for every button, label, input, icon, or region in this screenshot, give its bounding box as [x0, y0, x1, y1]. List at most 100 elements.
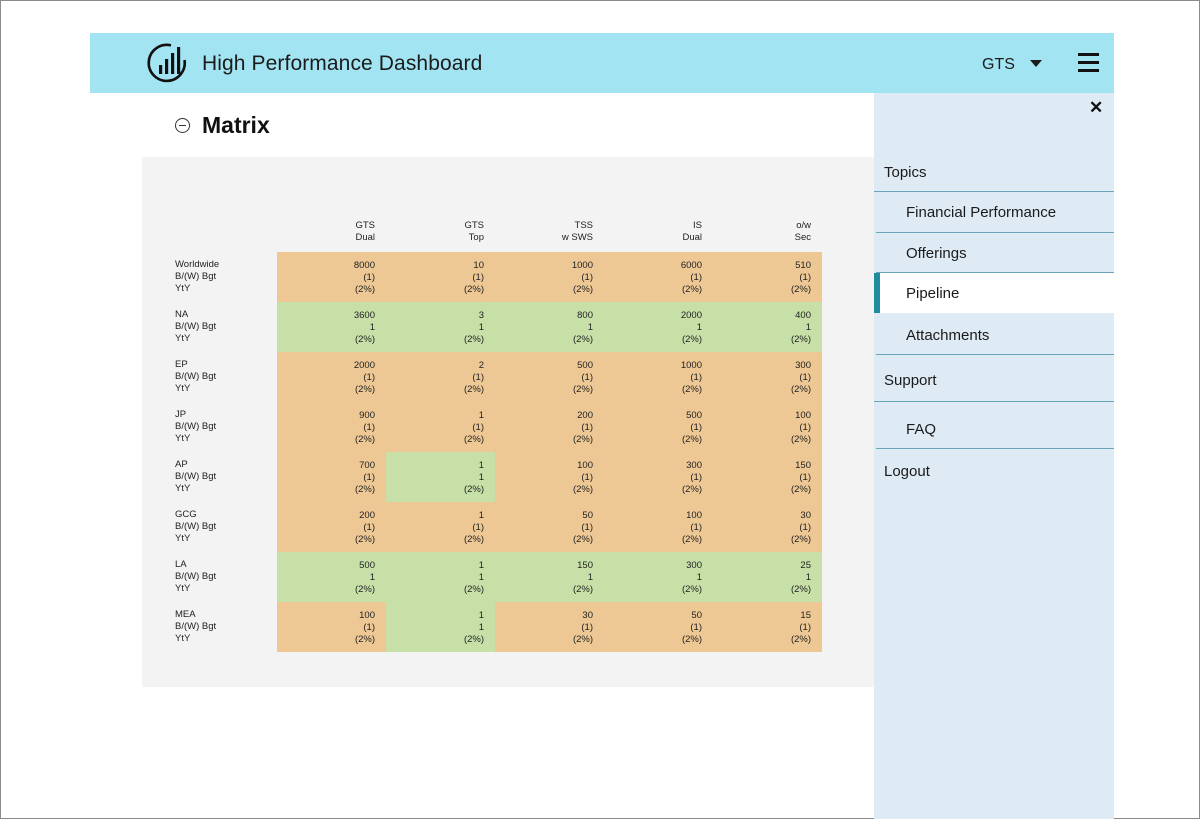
matrix-cell[interactable]: 50 (1) (2%)	[604, 602, 713, 652]
matrix-cell[interactable]: 400 1 (2%)	[713, 302, 822, 352]
nav-item-pipeline[interactable]: Pipeline	[874, 273, 1114, 313]
matrix-cell[interactable]: 25 1 (2%)	[713, 552, 822, 602]
matrix-cell[interactable]: 2 (1) (2%)	[386, 352, 495, 402]
matrix-cell[interactable]: 300 (1) (2%)	[713, 352, 822, 402]
section-title: Matrix	[202, 111, 270, 138]
matrix-cell[interactable]: 30 (1) (2%)	[713, 502, 822, 552]
matrix-cell[interactable]: 500 1 (2%)	[277, 552, 386, 602]
nav-item-topics[interactable]: Topics	[874, 162, 1114, 186]
cell-yty: (2%)	[790, 634, 811, 645]
matrix-cell[interactable]: 8000 (1) (2%)	[277, 252, 386, 302]
matrix-cell[interactable]: 200 (1) (2%)	[277, 502, 386, 552]
nav-item-financial-performance[interactable]: Financial Performance	[874, 202, 1114, 226]
caret-down-icon	[1030, 60, 1042, 67]
hamburger-menu-icon[interactable]	[1078, 53, 1100, 75]
cell-bgt: (1)	[799, 622, 811, 633]
cell-value: 900	[359, 410, 375, 421]
matrix-cell[interactable]: 50 (1) (2%)	[495, 502, 604, 552]
cell-bgt: (1)	[799, 272, 811, 283]
matrix-cell[interactable]: 1000 (1) (2%)	[604, 352, 713, 402]
matrix-cell[interactable]: 100 (1) (2%)	[495, 452, 604, 502]
cell-value: 30	[800, 510, 811, 521]
matrix-cell[interactable]: 300 1 (2%)	[604, 552, 713, 602]
cell-yty: (2%)	[572, 434, 593, 445]
cell-yty: (2%)	[572, 534, 593, 545]
matrix-cell[interactable]: 3600 1 (2%)	[277, 302, 386, 352]
nav-item-attachments[interactable]: Attachments	[874, 325, 1114, 349]
cell-bgt: (1)	[799, 472, 811, 483]
section-header: Matrix	[175, 112, 270, 138]
cell-yty: (2%)	[463, 284, 484, 295]
row-header-line: MEA	[175, 609, 196, 620]
cell-yty: (2%)	[790, 534, 811, 545]
matrix-cell[interactable]: 1 1 (2%)	[386, 452, 495, 502]
nav-item-logout[interactable]: Logout	[874, 461, 1114, 485]
cell-yty: (2%)	[572, 484, 593, 495]
cell-yty: (2%)	[572, 334, 593, 345]
row-header-line: YtY	[175, 633, 191, 644]
matrix-cell[interactable]: 500 (1) (2%)	[604, 402, 713, 452]
matrix-cell[interactable]: 200 (1) (2%)	[495, 402, 604, 452]
nav-divider	[874, 401, 1114, 402]
column-header-line: IS	[693, 220, 702, 231]
cell-value: 1	[478, 560, 484, 571]
cell-bgt: 1	[369, 322, 375, 333]
matrix-cell[interactable]: 100 (1) (2%)	[604, 502, 713, 552]
cell-bgt: (1)	[690, 472, 702, 483]
cell-bgt: (1)	[363, 272, 375, 283]
row-header-line: B/(W) Bgt	[175, 371, 217, 382]
matrix-cell[interactable]: 800 1 (2%)	[495, 302, 604, 352]
matrix-cell[interactable]: 1 (1) (2%)	[386, 502, 495, 552]
matrix-cell[interactable]: 3 1 (2%)	[386, 302, 495, 352]
nav-divider	[876, 272, 1114, 273]
matrix-cell[interactable]: 900 (1) (2%)	[277, 402, 386, 452]
cell-yty: (2%)	[463, 434, 484, 445]
matrix-cell[interactable]: 500 (1) (2%)	[495, 352, 604, 402]
column-header-line: Top	[468, 232, 484, 243]
matrix-cell[interactable]: 150 1 (2%)	[495, 552, 604, 602]
cell-bgt: (1)	[690, 272, 702, 283]
matrix-cell[interactable]: 1 1 (2%)	[386, 552, 495, 602]
matrix-cell[interactable]: 100 (1) (2%)	[277, 602, 386, 652]
matrix-cell[interactable]: 510 (1) (2%)	[713, 252, 822, 302]
cell-value: 100	[686, 510, 702, 521]
nav-divider	[876, 354, 1114, 355]
business-unit-dropdown[interactable]: GTS	[982, 56, 1052, 78]
column-header-line: Dual	[355, 232, 375, 243]
cell-yty: (2%)	[790, 284, 811, 295]
matrix-cell[interactable]: 700 (1) (2%)	[277, 452, 386, 502]
row-header: Worldwide B/(W) Bgt YtY	[175, 259, 270, 295]
nav-item-support[interactable]: Support	[874, 370, 1114, 394]
matrix-cell[interactable]: 2000 (1) (2%)	[277, 352, 386, 402]
cell-bgt: (1)	[363, 422, 375, 433]
cell-yty: (2%)	[572, 284, 593, 295]
cell-value: 200	[359, 510, 375, 521]
cell-bgt: (1)	[581, 272, 593, 283]
cell-bgt: (1)	[363, 622, 375, 633]
matrix-cell[interactable]: 1000 (1) (2%)	[495, 252, 604, 302]
cell-yty: (2%)	[681, 584, 702, 595]
cell-yty: (2%)	[572, 634, 593, 645]
cell-value: 300	[686, 460, 702, 471]
cell-value: 1	[478, 410, 484, 421]
matrix-cell[interactable]: 1 1 (2%)	[386, 602, 495, 652]
nav-item-label: FAQ	[906, 421, 937, 438]
matrix-cell[interactable]: 30 (1) (2%)	[495, 602, 604, 652]
cell-bgt: 1	[805, 322, 811, 333]
matrix-cell[interactable]: 1 (1) (2%)	[386, 402, 495, 452]
matrix-cell[interactable]: 300 (1) (2%)	[604, 452, 713, 502]
nav-item-offerings[interactable]: Offerings	[874, 243, 1114, 267]
matrix-cell[interactable]: 10 (1) (2%)	[386, 252, 495, 302]
matrix-cell[interactable]: 100 (1) (2%)	[713, 402, 822, 452]
nav-item-faq[interactable]: FAQ	[874, 419, 1114, 443]
row-header-line: GCG	[175, 509, 197, 520]
collapse-minus-icon[interactable]	[175, 117, 190, 133]
matrix-cell[interactable]: 150 (1) (2%)	[713, 452, 822, 502]
dropdown-value: GTS	[982, 56, 1015, 73]
matrix-cell[interactable]: 6000 (1) (2%)	[604, 252, 713, 302]
matrix-cell[interactable]: 2000 1 (2%)	[604, 302, 713, 352]
cell-bgt: 1	[587, 322, 593, 333]
cell-value: 300	[686, 560, 702, 571]
close-icon[interactable]: ✕	[1089, 98, 1104, 117]
matrix-cell[interactable]: 15 (1) (2%)	[713, 602, 822, 652]
